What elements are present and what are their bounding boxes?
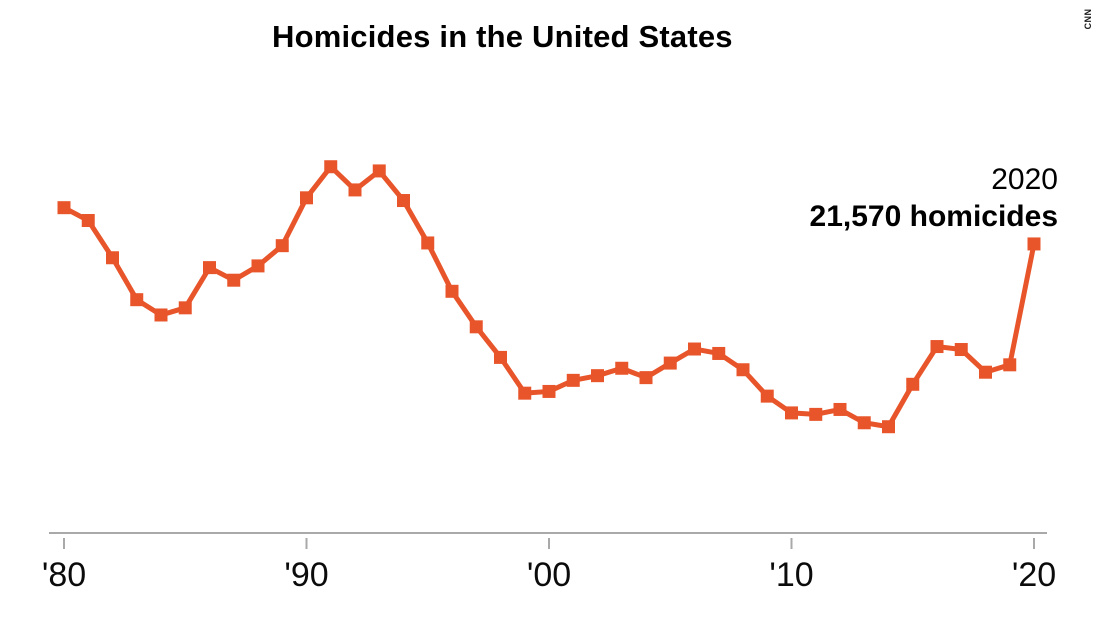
data-point-marker-1996 [445, 284, 459, 298]
data-point-marker-1999 [518, 386, 532, 400]
data-point-marker-2018 [979, 365, 992, 379]
data-point-marker-1991 [324, 160, 338, 174]
data-point-marker-1985 [178, 301, 192, 315]
data-point-marker-2020 [1027, 237, 1041, 251]
data-point-marker-1986 [203, 261, 216, 275]
data-point-marker-2003 [615, 361, 629, 375]
data-point-marker-2008 [736, 363, 750, 377]
data-point-marker-1982 [106, 251, 119, 265]
data-point-marker-1988 [251, 259, 265, 273]
data-point-marker-2005 [663, 356, 677, 370]
data-point-marker-2016 [930, 340, 944, 354]
data-point-marker-1984 [154, 308, 168, 322]
chart-title: Homicides in the United States [272, 19, 733, 54]
data-point-marker-1980 [57, 201, 71, 215]
data-point-marker-2019 [1003, 358, 1017, 372]
annotation-value-label: 21,570 homicides [809, 200, 1058, 233]
x-axis-tick-label-1980: '80 [42, 556, 86, 594]
x-axis-tick-label-2000: '00 [527, 556, 571, 594]
data-point-marker-1989 [275, 239, 289, 253]
data-point-marker-2015 [906, 377, 920, 391]
data-point-marker-2014 [882, 420, 895, 434]
data-point-marker-2009 [760, 389, 774, 403]
data-point-marker-1995 [421, 236, 435, 250]
data-point-marker-2006 [688, 342, 701, 356]
data-point-marker-2004 [639, 371, 653, 385]
data-point-marker-2001 [566, 373, 580, 387]
data-point-marker-2012 [833, 402, 847, 416]
data-point-marker-2000 [542, 384, 556, 398]
data-point-marker-2011 [809, 407, 823, 421]
x-axis-tick-label-2010: '10 [769, 556, 813, 594]
data-point-marker-1981 [81, 214, 95, 228]
data-point-marker-1997 [469, 320, 483, 334]
data-point-marker-2007 [712, 346, 726, 360]
data-point-marker-1983 [130, 293, 144, 307]
data-point-marker-1992 [348, 183, 362, 197]
data-point-marker-2002 [591, 369, 604, 383]
data-point-marker-1993 [372, 164, 386, 178]
data-point-marker-2010 [785, 406, 798, 420]
data-point-marker-1994 [397, 194, 410, 208]
x-axis-tick-label-2020: '20 [1012, 556, 1056, 594]
data-point-marker-1987 [227, 273, 241, 287]
data-point-marker-2017 [954, 343, 968, 357]
x-axis-tick-label-1990: '90 [284, 556, 328, 594]
data-point-marker-2013 [857, 416, 871, 430]
annotation-2020: 2020 21,570 homicides [810, 161, 1058, 235]
data-point-marker-1998 [494, 350, 507, 364]
annotation-year-label: 2020 [991, 163, 1058, 196]
data-point-marker-1990 [300, 191, 313, 205]
